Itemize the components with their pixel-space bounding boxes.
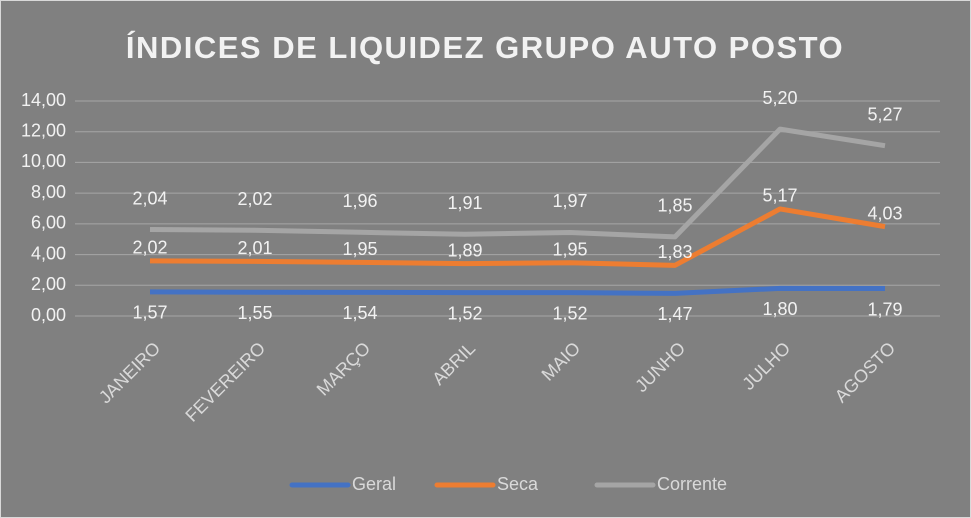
data-label: 1,55 — [237, 303, 272, 323]
data-label: 1,91 — [447, 193, 482, 213]
legend-label: Geral — [352, 474, 396, 494]
data-label: 1,79 — [867, 299, 902, 319]
data-label: 2,02 — [132, 238, 167, 258]
y-tick-label: 14,00 — [21, 90, 66, 110]
y-tick-label: 8,00 — [31, 182, 66, 202]
data-label: 1,80 — [762, 299, 797, 319]
y-tick-label: 10,00 — [21, 151, 66, 171]
data-label: 5,17 — [762, 186, 797, 206]
series-line — [149, 285, 886, 296]
data-label: 5,27 — [867, 104, 902, 124]
data-label: 1,95 — [342, 239, 377, 259]
legend-label: Seca — [497, 474, 539, 494]
data-label: 1,85 — [657, 196, 692, 216]
data-label: 1,57 — [132, 303, 167, 323]
data-label: 1,52 — [447, 303, 482, 323]
y-tick-label: 2,00 — [31, 274, 66, 294]
data-label: 1,47 — [657, 304, 692, 324]
series-line — [149, 126, 886, 240]
data-label: 5,20 — [762, 88, 797, 108]
data-label: 1,97 — [552, 191, 587, 211]
data-label: 2,02 — [237, 189, 272, 209]
data-label: 2,04 — [132, 188, 167, 208]
chart-title: ÍNDICES DE LIQUIDEZ GRUPO AUTO POSTO — [126, 30, 844, 65]
y-tick-label: 12,00 — [21, 120, 66, 140]
y-tick-label: 6,00 — [31, 213, 66, 233]
data-label: 1,54 — [342, 303, 377, 323]
data-label: 1,52 — [552, 303, 587, 323]
series-line — [149, 206, 886, 268]
y-tick-label: 0,00 — [31, 305, 66, 325]
data-label: 1,83 — [657, 242, 692, 262]
legend-label: Corrente — [657, 474, 727, 494]
data-label: 1,89 — [447, 240, 482, 260]
y-tick-label: 4,00 — [31, 243, 66, 263]
data-label: 1,96 — [342, 191, 377, 211]
data-label: 4,03 — [867, 203, 902, 223]
data-label: 1,95 — [552, 239, 587, 259]
data-label: 2,01 — [237, 238, 272, 258]
